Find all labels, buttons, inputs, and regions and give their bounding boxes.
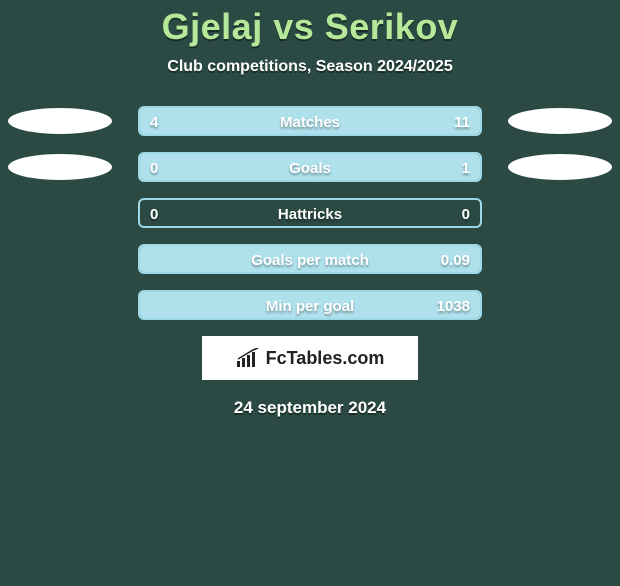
metric-label: Goals [140, 154, 480, 182]
right-value: 1 [462, 154, 470, 182]
left-marker-oval [8, 108, 112, 134]
metric-label: Min per goal [140, 292, 480, 320]
right-marker-oval [508, 108, 612, 134]
stat-row: Min per goal 1038 [0, 290, 620, 320]
bar-chart-icon [236, 348, 262, 368]
metric-label: Goals per match [140, 246, 480, 274]
right-marker-oval [508, 154, 612, 180]
right-value: 11 [454, 108, 470, 136]
metric-label: Hattricks [140, 200, 480, 228]
stat-row: 4 Matches 11 [0, 106, 620, 136]
page-title: Gjelaj vs Serikov [0, 6, 620, 48]
right-value: 1038 [437, 292, 470, 320]
page-subtitle: Club competitions, Season 2024/2025 [0, 58, 620, 76]
right-value: 0 [462, 200, 470, 228]
left-marker-oval [8, 154, 112, 180]
stat-bar: 4 Matches 11 [138, 106, 482, 136]
logo: FcTables.com [236, 348, 385, 369]
logo-box[interactable]: FcTables.com [202, 336, 418, 380]
stat-bar: Min per goal 1038 [138, 290, 482, 320]
right-value: 0.09 [441, 246, 470, 274]
metric-label: Matches [140, 108, 480, 136]
stat-bar: 0 Hattricks 0 [138, 198, 482, 228]
stat-bar: 0 Goals 1 [138, 152, 482, 182]
logo-text: FcTables.com [266, 348, 385, 369]
stat-row: 0 Goals 1 [0, 152, 620, 182]
stats-container: 4 Matches 11 0 Goals 1 0 Hattricks 0 [0, 106, 620, 320]
stat-bar: Goals per match 0.09 [138, 244, 482, 274]
stat-row: 0 Hattricks 0 [0, 198, 620, 228]
stat-row: Goals per match 0.09 [0, 244, 620, 274]
footer-date: 24 september 2024 [0, 398, 620, 418]
